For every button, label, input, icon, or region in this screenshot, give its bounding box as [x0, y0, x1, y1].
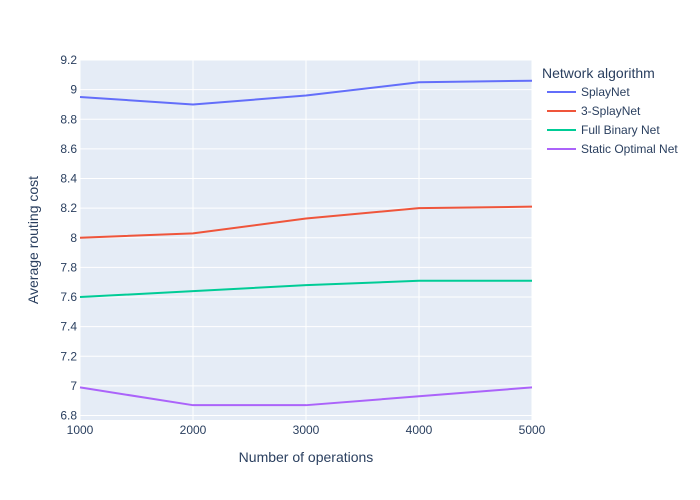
y-axis-ticks: 6.8 7 7.2 7.4 7.6 7.8 8 8.2 8.4 8.6 8.8 9 9.2	[60, 53, 77, 423]
y-axis-title: Average routing cost	[25, 176, 41, 304]
legend-title: Network algorithm	[542, 65, 655, 81]
x-tick-label: 4000	[406, 423, 433, 437]
series-line-full-binary-net	[79, 279, 532, 299]
legend-item-label: SplayNet	[581, 85, 630, 99]
legend-item-label: 3-SplayNet	[581, 104, 641, 118]
x-tick-label: 3000	[293, 423, 320, 437]
y-tick-label: 8.8	[60, 112, 77, 126]
legend-item-label: Full Binary Net	[581, 123, 660, 137]
x-tick-label: 5000	[519, 423, 546, 437]
series-line-3-splaynet	[79, 205, 533, 239]
y-tick-label: 8.4	[60, 172, 77, 186]
series-line-static-optimal-net	[79, 386, 533, 407]
x-axis-ticks: 1000 2000 3000 4000 5000	[67, 423, 546, 437]
y-tick-label: 7.2	[60, 349, 77, 363]
y-tick-label: 9.2	[60, 53, 77, 67]
y-tick-label: 8	[70, 231, 77, 245]
y-tick-label: 7	[70, 379, 77, 393]
y-tick-label: 8.2	[60, 201, 77, 215]
x-tick-label: 2000	[180, 423, 207, 437]
y-tick-label: 8.6	[60, 142, 77, 156]
y-tick-label: 6.8	[60, 409, 77, 423]
grid	[79, 59, 533, 420]
legend: Network algorithm SplayNet 3-SplayNet Full…	[542, 65, 678, 156]
legend-item-label: Static Optimal Net	[581, 142, 678, 156]
y-tick-label: 7.8	[60, 260, 77, 274]
x-tick-label: 1000	[67, 423, 94, 437]
series-line-splaynet	[79, 79, 533, 106]
y-tick-label: 7.6	[60, 290, 77, 304]
y-tick-label: 7.4	[60, 320, 77, 334]
series-lines	[79, 79, 533, 407]
y-tick-label: 9	[70, 83, 77, 97]
x-axis-title: Number of operations	[239, 449, 374, 465]
